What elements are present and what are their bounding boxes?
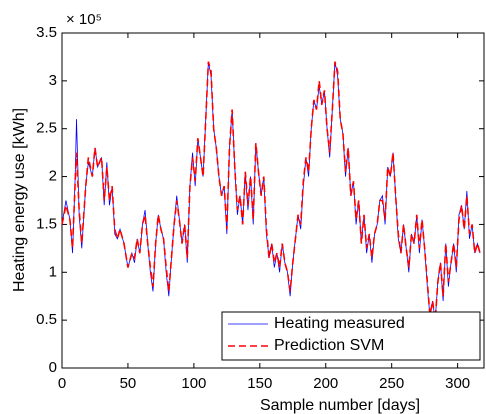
legend-box	[221, 311, 481, 361]
y-axis-label: Heating energy use [kWh]	[11, 108, 28, 292]
x-tick-label: 0	[58, 375, 66, 392]
y-tick-label: 0.5	[36, 311, 57, 328]
x-tick-label: 300	[445, 375, 470, 392]
y-tick-label: 3.5	[36, 24, 57, 41]
y-tick-label: 2.5	[36, 120, 57, 137]
y-tick-label: 3	[49, 72, 57, 89]
x-tick-label: 200	[313, 375, 338, 392]
axis-multiplier: × 10⁵	[66, 11, 102, 28]
y-tick-label: 2	[49, 168, 57, 185]
y-tick-label: 1	[49, 263, 57, 280]
x-axis-label: Sample number [days]	[260, 397, 420, 414]
x-tick-label: 100	[181, 375, 206, 392]
legend-label: Heating measured	[274, 315, 405, 332]
x-tick-label: 150	[247, 375, 272, 392]
y-tick-label: 0	[49, 359, 57, 376]
y-tick-label: 1.5	[36, 215, 57, 232]
x-tick-label: 50	[120, 375, 137, 392]
series-line	[61, 61, 481, 321]
x-tick-label: 250	[379, 375, 404, 392]
legend-label: Prediction SVM	[274, 337, 384, 354]
